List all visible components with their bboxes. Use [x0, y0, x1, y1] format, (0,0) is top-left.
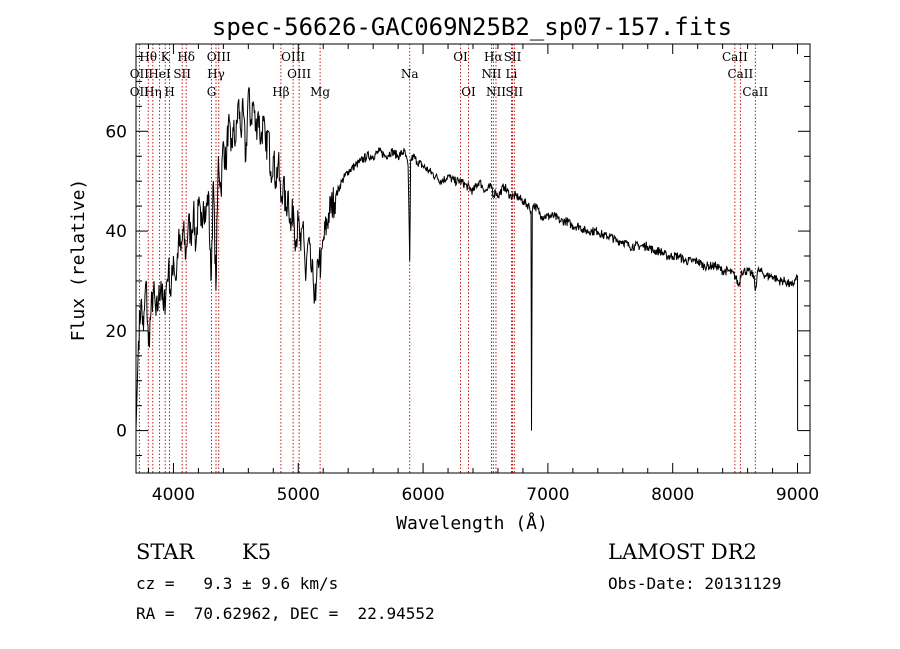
line-label: OI — [461, 85, 476, 99]
line-label: SII — [173, 67, 191, 81]
y-tick-label: 0 — [116, 422, 127, 442]
line-label: OI — [453, 50, 468, 64]
x-tick-label: 9000 — [776, 485, 819, 505]
y-axis-label: Flux (relative) — [68, 179, 89, 342]
x-tick-label: 4000 — [152, 485, 195, 505]
object-class: STAR — [136, 540, 195, 564]
observation-date: Obs-Date: 20131129 — [608, 574, 782, 593]
survey-name: LAMOST DR2 — [608, 540, 757, 564]
y-tick-label: 40 — [105, 222, 127, 242]
line-label: G — [207, 85, 217, 99]
line-label: NII — [486, 85, 506, 99]
y-tick-label: 20 — [105, 322, 127, 342]
line-label: Hη — [144, 85, 162, 99]
line-label: Li — [506, 67, 518, 81]
line-label: Hβ — [272, 85, 289, 99]
line-label: CaII — [742, 85, 768, 99]
line-label: OIII — [207, 50, 231, 64]
line-label: SII — [504, 50, 522, 64]
x-tick-label: 7000 — [526, 485, 569, 505]
line-label: OIII — [287, 67, 311, 81]
x-tick-label: 5000 — [277, 485, 320, 505]
line-label: HeI — [148, 67, 171, 81]
axis-ticks — [136, 44, 810, 473]
line-label: Hθ — [139, 50, 157, 64]
x-tick-label: 6000 — [401, 485, 444, 505]
redshift-readout: cz = 9.3 ± 9.6 km/s — [136, 574, 339, 593]
object-subclass: K5 — [242, 540, 272, 564]
y-tick-labels: 0 20 40 60 — [105, 122, 127, 441]
x-axis-label: Wavelength (Å) — [396, 512, 548, 534]
line-label: Mg — [310, 85, 330, 99]
chart-title: spec-56626-GAC069N25B2_sp07-157.fits — [212, 13, 732, 41]
line-label: CaII — [722, 50, 748, 64]
line-label: H — [164, 85, 174, 99]
x-tick-labels: 4000 5000 6000 7000 8000 9000 — [152, 485, 819, 505]
x-tick-label: 8000 — [651, 485, 694, 505]
line-label: Hγ — [207, 67, 225, 81]
line-label: CaII — [727, 67, 753, 81]
coordinates-readout: RA = 70.62962, DEC = 22.94552 — [136, 604, 435, 623]
y-tick-label: 60 — [105, 122, 127, 142]
line-label: OII — [130, 67, 150, 81]
line-label: OII — [130, 85, 150, 99]
spectrum-line — [135, 87, 799, 431]
line-label: Na — [401, 67, 419, 81]
plot-frame — [135, 43, 811, 474]
line-label: Hα — [484, 50, 503, 64]
line-label: Hδ — [177, 50, 195, 64]
spectral-line-markers — [138, 44, 756, 473]
line-label: NII — [481, 67, 501, 81]
line-label: SII — [505, 85, 523, 99]
line-label: OIII — [281, 50, 305, 64]
line-label: K — [161, 50, 171, 64]
